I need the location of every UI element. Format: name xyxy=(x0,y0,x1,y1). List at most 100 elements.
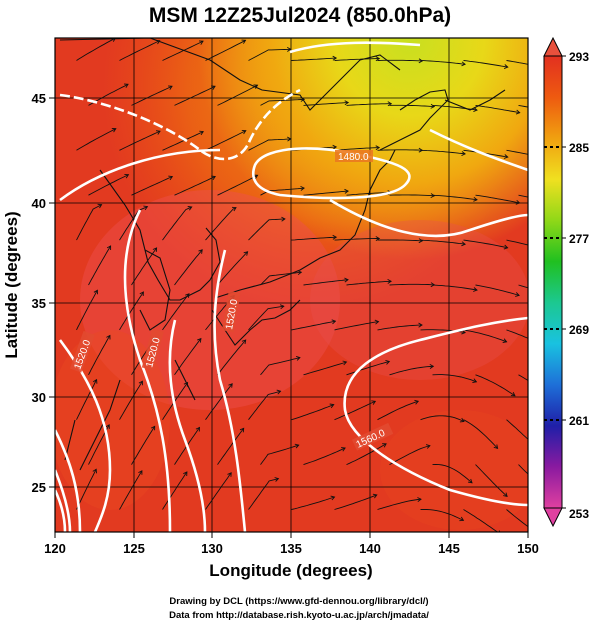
streamline xyxy=(248,478,279,510)
x-tick-label: 140 xyxy=(359,541,381,556)
colorbar-min-arrow xyxy=(543,507,563,528)
streamline xyxy=(389,283,435,286)
streamline-arrowhead xyxy=(374,319,380,325)
colorbar-body xyxy=(543,55,563,509)
streamline-arrowhead xyxy=(387,101,393,107)
y-axis: 25 30 35 40 45 Latitude (degrees) xyxy=(2,91,55,495)
streamline xyxy=(303,102,349,106)
streamline xyxy=(389,365,434,376)
streamline-arrowhead xyxy=(231,206,237,212)
streamline-arrowhead xyxy=(152,247,158,252)
streamline xyxy=(420,60,466,65)
wind-streamlines xyxy=(76,38,540,532)
streamline-arrowhead xyxy=(228,383,233,388)
streamline xyxy=(334,321,379,331)
streamline xyxy=(291,496,335,510)
streamline-arrowhead xyxy=(241,339,247,345)
streamline-arrowhead xyxy=(294,443,300,449)
streamline xyxy=(205,207,237,241)
streamline xyxy=(76,290,98,331)
map-panel: 1480.0 1520.0 1520.0 1520.0 1560.0 xyxy=(55,38,540,532)
streamline-arrowhead xyxy=(253,174,259,179)
streamline-arrowhead xyxy=(185,293,190,298)
streamline-arrowhead xyxy=(105,424,110,429)
y-tick-label: 30 xyxy=(32,390,46,405)
streamline-arrowhead xyxy=(297,270,303,276)
streamline-arrowhead xyxy=(429,364,435,369)
streamline-arrowhead xyxy=(183,471,188,477)
streamline xyxy=(76,128,117,151)
y-tick-label: 40 xyxy=(32,196,46,211)
x-tick-label: 120 xyxy=(44,541,66,556)
streamline xyxy=(88,335,111,376)
streamline-arrowhead xyxy=(106,245,112,250)
streamline xyxy=(162,293,190,331)
streamline-arrowhead xyxy=(300,185,305,191)
streamline xyxy=(463,239,508,249)
colorbar: 293 285 277 269 261 253 xyxy=(543,36,589,528)
streamline xyxy=(76,469,97,510)
streamline-arrowhead xyxy=(197,337,202,343)
x-axis-label: Longitude (degrees) xyxy=(209,561,372,580)
streamline xyxy=(217,84,258,106)
streamline-arrowhead xyxy=(239,427,245,433)
streamline xyxy=(205,383,233,420)
streamline xyxy=(162,40,204,61)
streamline-arrowhead xyxy=(425,444,431,449)
streamline xyxy=(76,38,116,61)
streamline xyxy=(346,280,392,286)
streamline xyxy=(119,130,161,151)
streamline xyxy=(119,40,160,61)
streamline-arrowhead xyxy=(515,292,520,297)
streamline xyxy=(248,390,281,420)
streamline-arrowhead xyxy=(332,144,338,150)
colorbar-tick: 293 xyxy=(569,50,589,64)
streamline-arrowhead xyxy=(382,443,387,448)
streamline-arrowhead xyxy=(430,103,436,109)
streamline-arrowhead xyxy=(124,83,129,88)
streamline xyxy=(518,104,528,108)
streamline xyxy=(291,57,337,61)
streamline xyxy=(432,194,478,201)
streamline xyxy=(205,130,246,151)
streamline-arrowhead xyxy=(187,206,193,211)
streamline-arrowhead xyxy=(472,378,478,383)
streamline-arrowhead xyxy=(536,446,540,450)
y-tick-label: 25 xyxy=(32,480,46,495)
streamline xyxy=(119,291,144,331)
streamline xyxy=(303,190,349,196)
streamline-arrowhead xyxy=(341,447,346,452)
streamline-arrowhead xyxy=(111,127,117,133)
streamline-arrowhead xyxy=(459,417,465,423)
streamline xyxy=(432,374,477,383)
streamline-arrowhead xyxy=(461,329,466,335)
streamline-arrowhead xyxy=(155,39,161,45)
streamline-arrowhead xyxy=(515,199,521,205)
streamline xyxy=(291,320,336,331)
streamline-arrowhead xyxy=(418,322,423,328)
streamline xyxy=(162,131,204,151)
streamline-arrowhead xyxy=(286,136,292,142)
streamline-arrowhead xyxy=(387,279,392,284)
streamline xyxy=(506,509,528,528)
streamline-arrowhead xyxy=(97,203,103,209)
streamline xyxy=(389,445,431,465)
streamline xyxy=(475,284,520,296)
streamline-arrowhead xyxy=(459,516,465,522)
streamline-arrowhead xyxy=(92,468,97,474)
streamline xyxy=(88,174,129,196)
streamline-arrowhead xyxy=(124,173,130,179)
streamline-arrowhead xyxy=(198,249,203,254)
streamline-arrowhead xyxy=(331,319,337,325)
streamline-arrowhead xyxy=(461,61,466,67)
streamline-arrowhead xyxy=(168,85,173,90)
streamline xyxy=(377,239,423,242)
colorbar-tick: 285 xyxy=(569,141,589,155)
streamline xyxy=(248,218,285,241)
streamline xyxy=(119,380,143,420)
streamline-arrowhead xyxy=(281,216,286,222)
streamline xyxy=(248,305,284,331)
streamline xyxy=(518,374,528,381)
streamline xyxy=(389,194,435,197)
